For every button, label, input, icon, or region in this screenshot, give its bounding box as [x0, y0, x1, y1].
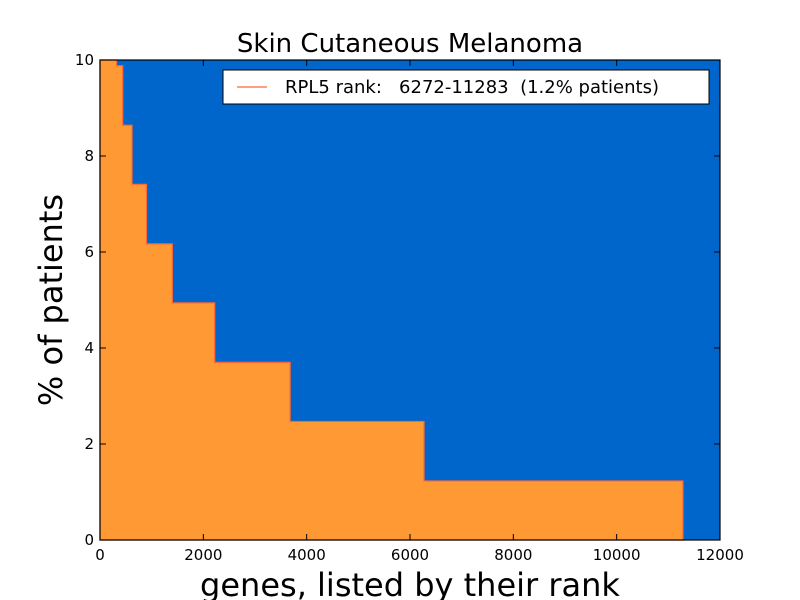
legend-box — [222, 69, 710, 105]
y-tick-label: 4 — [84, 339, 94, 357]
x-tick-label: 8000 — [494, 546, 532, 564]
y-tick-label: 10 — [75, 51, 94, 69]
x-tick-label: 6000 — [391, 546, 429, 564]
y-tick-label: 2 — [84, 435, 94, 453]
y-axis-label: % of patients — [32, 194, 70, 406]
x-tick-label: 10000 — [593, 546, 641, 564]
series-area-0 — [99, 59, 684, 541]
x-tick-label: 0 — [95, 546, 105, 564]
legend: RPL5 rank: 6272-11283 (1.2% patients) — [222, 69, 710, 105]
chart-title: Skin Cutaneous Melanoma — [237, 29, 583, 59]
x-tick-label: 12000 — [696, 546, 744, 564]
legend-label: RPL5 rank: 6272-11283 (1.2% patients) — [285, 77, 659, 98]
x-tick-label: 4000 — [288, 546, 326, 564]
y-tick-label: 6 — [84, 243, 94, 261]
x-axis-label: genes, listed by their rank — [200, 566, 620, 600]
y-tick-label: 0 — [84, 531, 94, 549]
x-tick-label: 2000 — [184, 546, 222, 564]
y-tick-label: 8 — [84, 147, 94, 165]
